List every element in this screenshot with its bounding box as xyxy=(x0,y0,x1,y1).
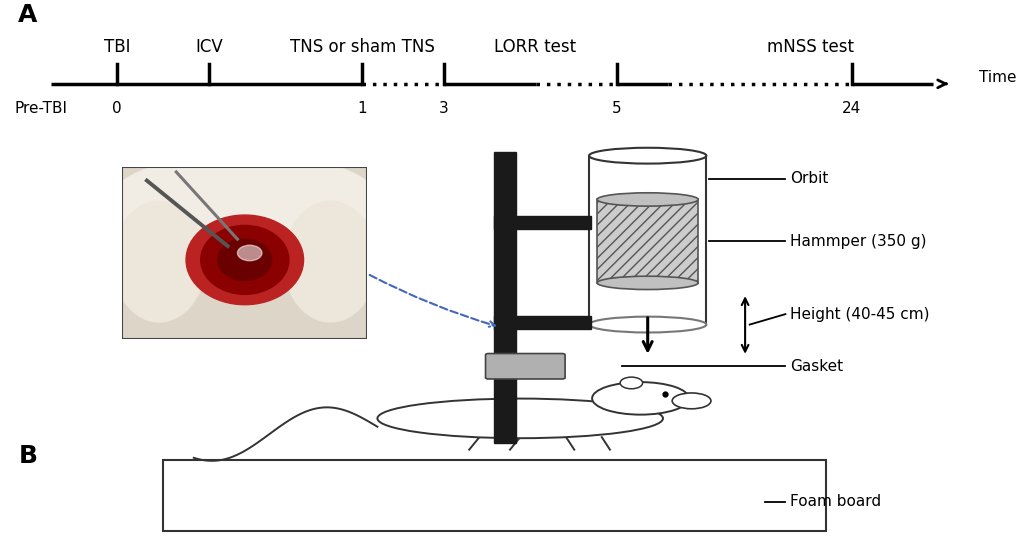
Text: ICV: ICV xyxy=(195,38,223,56)
Ellipse shape xyxy=(589,316,705,332)
Bar xyxy=(163,460,825,531)
Ellipse shape xyxy=(591,382,689,415)
Ellipse shape xyxy=(185,215,304,305)
Text: TBI: TBI xyxy=(104,38,130,56)
Ellipse shape xyxy=(620,377,642,389)
Bar xyxy=(589,156,705,325)
Ellipse shape xyxy=(589,148,705,163)
FancyBboxPatch shape xyxy=(485,354,565,379)
Text: 3: 3 xyxy=(438,101,448,116)
Ellipse shape xyxy=(597,276,698,290)
Ellipse shape xyxy=(377,399,662,438)
Bar xyxy=(493,151,516,444)
Ellipse shape xyxy=(110,154,379,249)
Text: 1: 1 xyxy=(357,101,367,116)
Text: Height (40-45 cm): Height (40-45 cm) xyxy=(790,307,929,321)
Text: Hammper (350 g): Hammper (350 g) xyxy=(790,234,926,249)
Ellipse shape xyxy=(112,201,206,322)
Text: Pre-TBI: Pre-TBI xyxy=(14,101,67,116)
Text: B: B xyxy=(18,444,38,468)
Text: 0: 0 xyxy=(112,101,122,116)
Text: A: A xyxy=(18,3,38,27)
Text: mNSS test: mNSS test xyxy=(766,38,854,56)
Text: Foam board: Foam board xyxy=(790,494,880,509)
Text: Gasket: Gasket xyxy=(790,359,843,374)
Ellipse shape xyxy=(237,245,262,261)
Ellipse shape xyxy=(218,239,271,281)
Ellipse shape xyxy=(283,201,377,322)
Ellipse shape xyxy=(597,193,698,206)
Bar xyxy=(597,200,697,283)
Bar xyxy=(493,316,590,329)
Text: Orbit: Orbit xyxy=(790,171,828,186)
Ellipse shape xyxy=(672,393,710,409)
Text: LORR test: LORR test xyxy=(494,38,576,56)
Text: 5: 5 xyxy=(611,101,622,116)
Text: Time (h): Time (h) xyxy=(978,69,1019,84)
Ellipse shape xyxy=(201,225,288,294)
Text: TNS or sham TNS: TNS or sham TNS xyxy=(289,38,434,56)
Bar xyxy=(493,216,590,229)
Text: 24: 24 xyxy=(842,101,860,116)
